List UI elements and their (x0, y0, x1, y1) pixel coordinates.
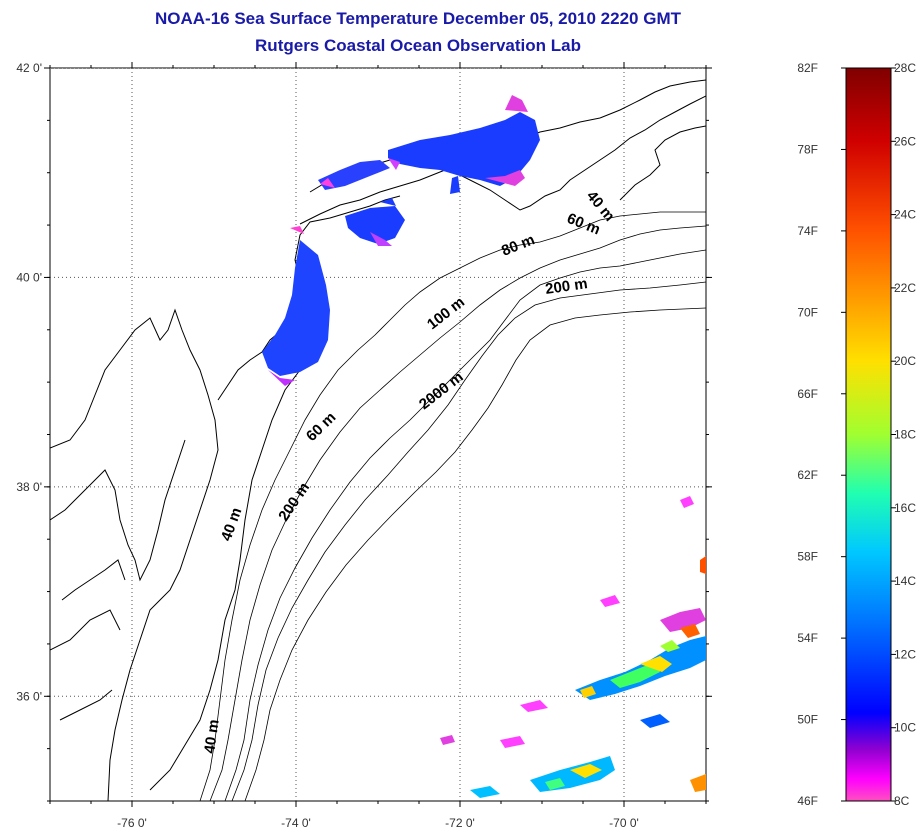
colorbar-label-f: 78F (797, 142, 818, 156)
lat-tick-label: 38 0' (16, 480, 42, 494)
colorbar-label-c: 12C (894, 647, 916, 661)
colorbar-label-c: 16C (894, 501, 916, 515)
colorbar-label-f: 62F (797, 468, 818, 482)
map-axes: 42 0' 40 0' 38 0' 36 0' -76 0' -74 0' -72 0' -7… (16, 61, 712, 830)
colorbar-label-c: 26C (894, 134, 916, 148)
sst-cold-patches (262, 95, 540, 386)
colorbar-label-c: 14C (894, 574, 916, 588)
lat-tick-label: 36 0' (16, 689, 42, 703)
map-frame (49, 67, 707, 802)
colorbar-label-f: 58F (797, 550, 818, 564)
map-subtitle: Rutgers Coastal Ocean Observation Lab (255, 36, 581, 55)
lon-tick-label: -72 0' (445, 816, 475, 830)
lon-tick-label: -74 0' (281, 816, 311, 830)
colorbar-label-c: 22C (894, 281, 916, 295)
lon-tick-label: -76 0' (117, 816, 147, 830)
lat-tick-label: 40 0' (16, 270, 42, 284)
depth-label: 200 m (544, 275, 588, 298)
colorbar-label-c: 24C (894, 208, 916, 222)
lon-tick-label: -70 0' (609, 816, 639, 830)
colorbar-label-f: 82F (797, 61, 818, 75)
depth-label: 40 m (201, 718, 223, 754)
graticule (50, 68, 706, 801)
colorbar (845, 67, 892, 802)
colorbar-label-f: 70F (797, 305, 818, 319)
sst-warm-patches (440, 496, 706, 798)
depth-contours (199, 211, 706, 801)
colorbar-label-c: 28C (894, 61, 916, 75)
colorbar-label-f: 74F (797, 224, 818, 238)
lat-tick-label: 42 0' (16, 61, 42, 75)
colorbar-label-f: 66F (797, 387, 818, 401)
colorbar-label-c: 18C (894, 428, 916, 442)
colorbar-label-f: 46F (797, 794, 818, 808)
colorbar-label-f: 50F (797, 713, 818, 727)
colorbar-labels: 82F 78F 74F 70F 66F 62F 58F 54F 50F 46F 28C 26C 24C 2… (797, 61, 916, 808)
colorbar-label-f: 54F (797, 631, 818, 645)
colorbar-label-c: 8C (894, 794, 910, 808)
colorbar-label-c: 20C (894, 354, 916, 368)
colorbar-label-c: 10C (894, 721, 916, 735)
map-title: NOAA-16 Sea Surface Temperature December… (155, 9, 681, 28)
